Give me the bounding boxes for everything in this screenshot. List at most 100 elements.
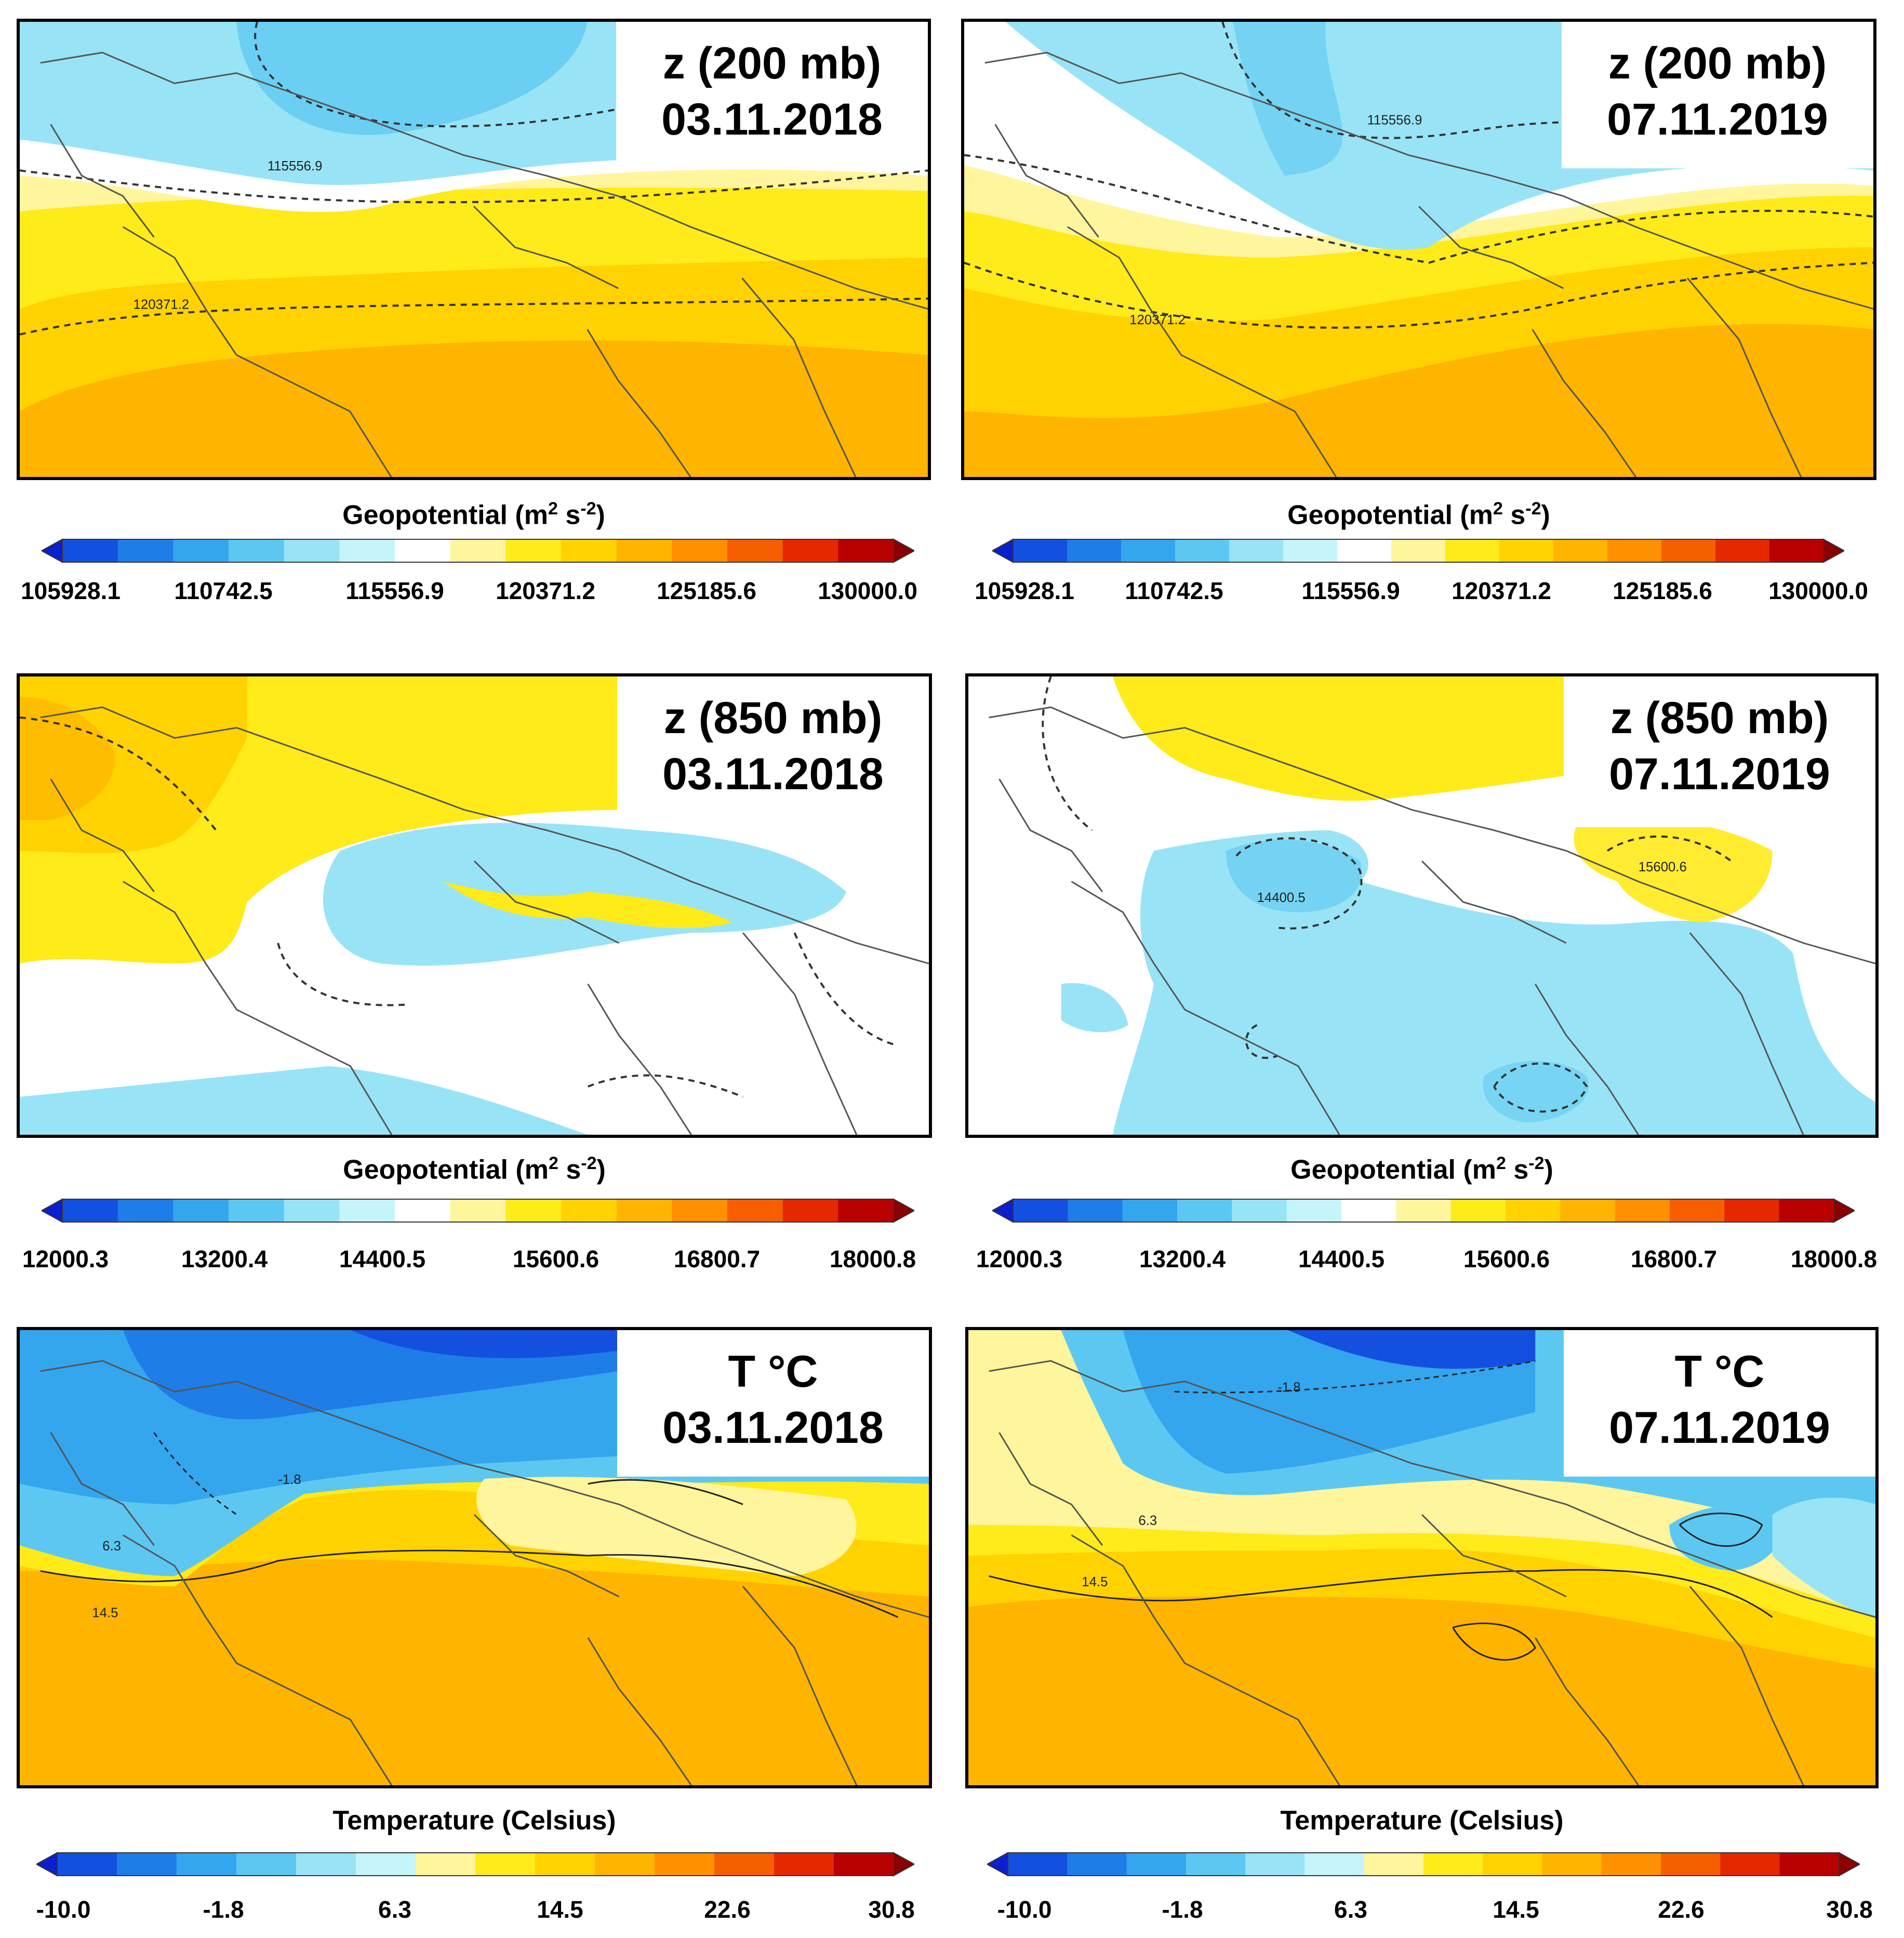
colorbar-segment	[1542, 1853, 1602, 1876]
colorbar-tick: 15600.6	[512, 1245, 600, 1272]
colorbar-tick: 14.5	[1493, 1896, 1539, 1923]
colorbar-segment	[117, 539, 174, 562]
contour-label: -1.8	[1277, 1380, 1300, 1395]
map-frame: 115556.9 120371.2 z (200 mb) 03.11.2018	[17, 19, 931, 480]
colorbar-segment	[1067, 1853, 1127, 1876]
colorbar-tick: 15600.6	[1463, 1245, 1550, 1272]
colorbar-segment	[173, 539, 229, 562]
colorbar-arrow-low	[992, 538, 1014, 563]
colorbar-segment	[616, 539, 672, 562]
date-label: 03.11.2018	[662, 749, 884, 799]
colorbar-arrow-low	[36, 1852, 58, 1877]
map-frame: 14400.5 15600.6 z (850 mb) 07.11.2019	[965, 673, 1879, 1138]
colorbar-segment	[117, 1199, 174, 1222]
date-label: 07.11.2019	[1609, 1403, 1830, 1453]
colorbar-tick: 120371.2	[496, 577, 595, 604]
colorbar-segment	[1229, 539, 1284, 562]
colorbar-tick: 30.8	[1826, 1896, 1873, 1923]
colorbar-tick: -10.0	[36, 1896, 91, 1923]
map-frame: 115556.9 120371.2 z (200 mb) 07.11.2019	[961, 19, 1876, 480]
colorbar-segment	[57, 1853, 117, 1876]
colorbar-segment	[505, 1199, 562, 1222]
colorbar-segment	[1008, 1853, 1068, 1876]
contour-label: 14.5	[1082, 1575, 1108, 1589]
colorbar-tick: 6.3	[1334, 1896, 1367, 1923]
colorbar-tick: 22.6	[704, 1896, 751, 1923]
colorbar-arrow-high	[1833, 1198, 1855, 1223]
contour-label: 6.3	[102, 1539, 121, 1554]
colorbar-segment	[1283, 539, 1338, 562]
panel-label: z (850 mb) 03.11.2018	[617, 676, 929, 827]
variable-label: T °C	[728, 1347, 818, 1397]
colorbar-arrow-high	[1823, 538, 1844, 563]
colorbar-arrow-high	[893, 1852, 914, 1877]
colorbar-tick: 6.3	[378, 1896, 411, 1923]
colorbar-segment	[1013, 539, 1068, 562]
colorbar-segment	[173, 1199, 229, 1222]
panel-label: z (850 mb) 07.11.2019	[1564, 676, 1875, 827]
colorbar-tick: 105928.1	[21, 577, 121, 604]
variable-label: z (200 mb)	[662, 38, 882, 88]
colorbar-segment	[1068, 1199, 1123, 1222]
colorbar-segment	[561, 1199, 617, 1222]
colorbar-segment	[1720, 1853, 1780, 1876]
colorbar-tick: 18000.8	[829, 1245, 916, 1272]
colorbar-segment	[1553, 539, 1608, 562]
contour-label: 115556.9	[1367, 113, 1422, 127]
colorbar-arrow-high	[893, 1198, 914, 1223]
colorbar	[992, 1198, 1855, 1223]
colorbar-segment	[284, 539, 340, 562]
colorbar-tick: 14400.5	[1298, 1245, 1385, 1272]
colorbar-segment	[561, 539, 617, 562]
colorbar-tick: 12000.3	[976, 1245, 1063, 1272]
colorbar-segment	[1607, 539, 1662, 562]
colorbar-segment	[1661, 1853, 1721, 1876]
colorbar-segment	[1337, 539, 1392, 562]
colorbar-segment	[774, 1853, 834, 1876]
colorbar-segment	[229, 539, 285, 562]
colorbar-segment	[1391, 539, 1446, 562]
colorbar-segment	[838, 1199, 894, 1222]
colorbar-segment	[1364, 1853, 1424, 1876]
colorbar-segment	[1560, 1199, 1616, 1222]
colorbar-segment	[1769, 539, 1824, 562]
panel-label: T °C 03.11.2018	[617, 1330, 929, 1477]
map-frame: -1.8 6.3 14.5 T °C 03.11.2018	[17, 1327, 932, 1788]
colorbar-segment	[672, 1199, 728, 1222]
colorbar-segment	[339, 1199, 395, 1222]
colorbar-segment	[229, 1199, 285, 1222]
date-label: 03.11.2018	[661, 95, 883, 144]
colorbar-segment	[714, 1853, 775, 1876]
colorbar-segment	[1423, 1853, 1483, 1876]
colorbar	[42, 1198, 914, 1223]
colorbar-arrow-low	[987, 1852, 1008, 1877]
colorbar-segment	[1186, 1853, 1246, 1876]
colorbar-tick: 130000.0	[818, 577, 917, 604]
colorbar-tick: 13200.4	[181, 1245, 268, 1272]
colorbar-segment	[117, 1853, 177, 1876]
colorbar-segment	[616, 1199, 672, 1222]
colorbar-segment	[727, 539, 783, 562]
colorbar-segment	[1601, 1853, 1661, 1876]
colorbar-segment	[1286, 1199, 1342, 1222]
colorbar-tick: 115556.9	[1301, 577, 1400, 604]
colorbar-segment	[1232, 1199, 1287, 1222]
colorbar-segment	[177, 1853, 237, 1876]
colorbar-segment	[1483, 1853, 1543, 1876]
variable-label: z (850 mb)	[663, 693, 883, 743]
variable-label: z (200 mb)	[1608, 38, 1827, 88]
colorbar-tick: -10.0	[997, 1896, 1052, 1923]
colorbar-segment	[1670, 1199, 1725, 1222]
colorbar-segment	[450, 1199, 506, 1222]
colorbar-segment	[395, 539, 451, 562]
colorbar-title: Temperature (Celsius)	[332, 1806, 616, 1836]
colorbar-segment	[284, 1199, 340, 1222]
colorbar-tick: 105928.1	[975, 577, 1074, 604]
colorbar-segment	[1013, 1199, 1068, 1222]
colorbar-segment	[782, 539, 838, 562]
colorbar-segment	[535, 1853, 595, 1876]
panel-label: z (200 mb) 03.11.2018	[616, 22, 928, 168]
colorbar-segment	[339, 539, 395, 562]
map-frame: -1.8 6.3 14.5 T °C 07.11.2019	[965, 1327, 1879, 1788]
colorbar-segment	[1445, 539, 1500, 562]
